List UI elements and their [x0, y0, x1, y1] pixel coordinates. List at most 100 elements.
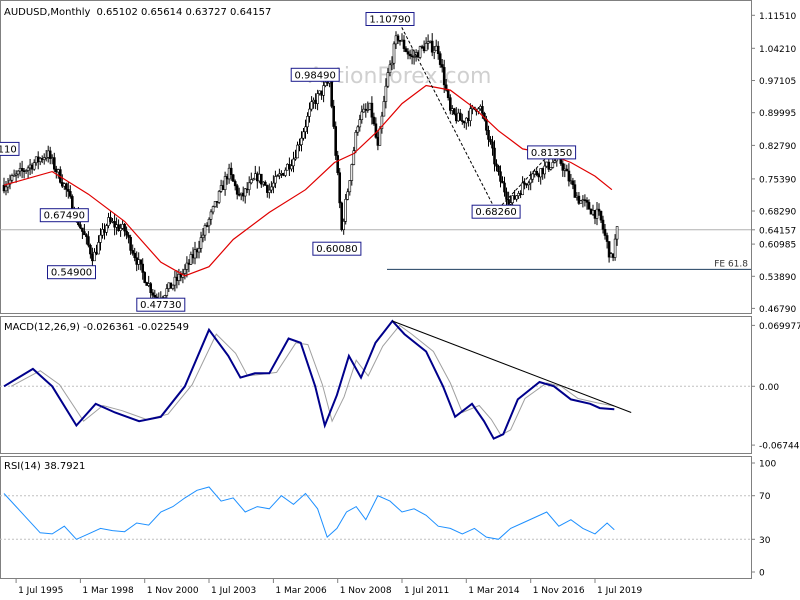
annotation-box [0, 141, 20, 156]
x-tick-label: 1 Jul 1995 [18, 586, 63, 596]
candle-down [131, 250, 134, 254]
candle-down [601, 219, 605, 230]
price-annotation: 0.67490 [39, 208, 89, 223]
candle-down [205, 225, 209, 227]
candle-up [243, 188, 247, 197]
candle-down [599, 210, 603, 221]
x-tick-label: 1 Jul 2019 [597, 586, 642, 596]
candle-down [52, 157, 56, 170]
candle-down [372, 116, 376, 124]
candle-up [342, 221, 346, 231]
candle-up [14, 173, 18, 176]
candle-up [316, 93, 319, 104]
annotation-box [290, 67, 340, 82]
candle-up [388, 64, 392, 74]
candle-down [330, 80, 334, 107]
candle-down [583, 199, 587, 201]
candle-down [263, 181, 267, 186]
candle-down [237, 194, 241, 196]
candle-up [509, 202, 512, 205]
candle-down [81, 227, 84, 232]
candle-down [571, 180, 575, 186]
candle-up [392, 43, 396, 64]
rsi-title: RSI(14) 38.7921 [4, 461, 85, 472]
candle-up [107, 217, 110, 226]
candle-up [24, 170, 28, 172]
candle-up [531, 173, 535, 180]
candle-up [469, 108, 472, 121]
annotation-label: 0.67490 [44, 211, 85, 222]
candle-down [151, 292, 155, 296]
candle-up [553, 160, 557, 163]
candle-down [406, 51, 410, 55]
candle-down [603, 229, 607, 236]
candle-down [259, 173, 263, 185]
candle-up [177, 273, 181, 281]
candle-down [495, 163, 498, 167]
annotation-label: 0.68260 [475, 207, 516, 218]
price-y-tick-label: 0.89995 [759, 109, 796, 119]
candle-down [505, 191, 508, 200]
candle-down [235, 185, 239, 195]
candle-up [171, 284, 175, 289]
candle-down [444, 84, 448, 91]
candle-down [60, 182, 64, 187]
candle-down [85, 234, 88, 237]
candle-up [167, 282, 171, 289]
candle-up [250, 179, 253, 184]
candle-up [270, 186, 273, 191]
candle-up [203, 225, 207, 236]
candle-up [213, 201, 217, 207]
candle-down [402, 39, 406, 49]
candle-up [298, 144, 301, 146]
x-tick-label: 1 Jul 2011 [404, 586, 449, 596]
candle-down [499, 171, 502, 182]
rsi-y-tick-label: 70 [759, 492, 771, 502]
candle-up [380, 115, 384, 129]
candle-up [121, 224, 124, 229]
candle-up [247, 182, 251, 190]
candle-up [183, 269, 187, 274]
candle-up [38, 158, 42, 162]
candle-down [288, 164, 291, 170]
candle-up [386, 72, 390, 87]
candle-up [613, 238, 617, 258]
price-annotation: 0.60080 [312, 241, 362, 256]
candle-down [446, 89, 450, 98]
candle-down [567, 170, 571, 182]
candle-up [615, 226, 619, 240]
candle-up [426, 41, 430, 44]
candle-up [306, 116, 309, 128]
candle-down [597, 208, 601, 212]
candle-up [378, 128, 382, 146]
candle-up [4, 186, 8, 192]
candle-up [185, 262, 189, 270]
candle-down [109, 217, 112, 222]
candle-down [133, 252, 136, 258]
candle-up [354, 132, 358, 152]
annotation-box [527, 145, 577, 160]
rsi-y-tick-label: 100 [759, 460, 776, 470]
candle-up [432, 49, 436, 53]
candle-up [197, 248, 201, 253]
candle-down [229, 167, 233, 175]
candle-up [302, 131, 305, 139]
candle-up [579, 200, 583, 204]
candle-down [87, 236, 90, 246]
candle-up [201, 234, 205, 238]
candle-down [175, 276, 179, 281]
candle-down [103, 229, 106, 233]
candle-up [296, 144, 299, 159]
candle-up [26, 167, 30, 171]
candle-down [83, 231, 86, 236]
x-tick-label: 1 Jul 2003 [211, 586, 256, 596]
candle-down [65, 183, 68, 190]
price-annotation: 0.54900 [47, 265, 96, 280]
axis-labels: 1.11510 1.04210 0.97105 0.89995 0.82790 0.753… [15, 12, 800, 596]
candle-down [487, 130, 490, 140]
annotation-box [47, 265, 96, 280]
macd-title: MACD(12,26,9) -0.026361 -0.022549 [4, 322, 189, 333]
price-annotation: 0.81350 [527, 145, 577, 160]
candle-down [547, 161, 551, 170]
